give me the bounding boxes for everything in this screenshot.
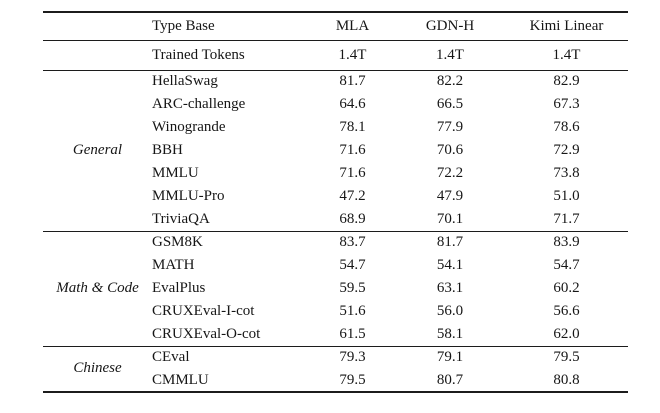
score-cell: 61.5 xyxy=(339,325,366,342)
trained-tokens-value-gdn-h: 1.4T xyxy=(436,46,464,63)
category-column-header-empty xyxy=(43,12,152,40)
category-label-math-code: Math & Code xyxy=(56,280,139,296)
table-row-triviaqa: TriviaQA 68.9 70.1 71.7 xyxy=(43,208,628,231)
score-cell: 60.2 xyxy=(553,280,580,296)
score-cell: 83.7 xyxy=(339,234,366,251)
score-cell: 82.9 xyxy=(553,73,580,90)
benchmark-name: CEval xyxy=(152,349,190,366)
section-math-code: Math & Code GSM8K 83.7 81.7 83.9 MATH 54.7 54.1… xyxy=(43,231,628,346)
cut-off-paragraph-text: are studied. xyxy=(0,0,660,5)
score-cell: 81.7 xyxy=(436,234,464,251)
trained-tokens-label: Trained Tokens xyxy=(152,46,245,63)
column-header-kimi-linear: Kimi Linear xyxy=(529,17,604,34)
score-cell: 71.6 xyxy=(339,165,366,181)
score-cell: 58.1 xyxy=(436,325,464,342)
table-row-mmlu-pro: MMLU-Pro 47.2 47.9 51.0 xyxy=(43,185,628,208)
score-cell: 79.3 xyxy=(339,349,366,366)
category-label-general: General xyxy=(72,142,123,158)
benchmark-name: BBH xyxy=(152,142,183,158)
score-cell: 67.3 xyxy=(553,96,580,112)
benchmark-name: MMLU-Pro xyxy=(152,188,225,204)
score-cell: 59.5 xyxy=(339,280,366,296)
score-cell: 47.2 xyxy=(339,188,366,204)
section-chinese: Chinese CEval 79.3 79.1 79.5 CMMLU 79.5 80.7 80.… xyxy=(43,346,628,392)
table-row-mmlu: MMLU 71.6 72.2 73.8 xyxy=(43,162,628,185)
score-cell: 71.6 xyxy=(339,142,366,158)
score-cell: 77.9 xyxy=(436,119,464,135)
score-cell: 56.0 xyxy=(436,303,464,319)
score-cell: 54.1 xyxy=(436,257,464,273)
score-cell: 51.6 xyxy=(339,303,366,319)
score-cell: 79.5 xyxy=(553,349,580,366)
score-cell: 71.7 xyxy=(553,210,580,227)
benchmark-name: EvalPlus xyxy=(152,280,206,296)
trained-tokens-value-kimi-linear: 1.4T xyxy=(552,46,581,63)
trained-tokens-value-mla: 1.4T xyxy=(338,46,367,63)
table-row-winogrande: Winogrande 78.1 77.9 78.6 xyxy=(43,116,628,139)
score-cell: 79.1 xyxy=(436,349,464,366)
table-row-hellaswag: General HellaSwag 81.7 82.2 82.9 xyxy=(43,70,628,158)
score-cell: 64.6 xyxy=(339,96,366,112)
benchmark-name: GSM8K xyxy=(152,234,203,251)
score-cell: 81.7 xyxy=(339,73,366,90)
score-cell: 62.0 xyxy=(553,325,580,342)
score-cell: 56.6 xyxy=(553,303,580,319)
table-row-arc-challenge: ARC-challenge 64.6 66.5 67.3 xyxy=(43,93,628,116)
score-cell: 80.7 xyxy=(436,371,464,388)
score-cell: 63.1 xyxy=(436,280,464,296)
score-cell: 70.6 xyxy=(436,142,464,158)
benchmark-name: CRUXEval-O-cot xyxy=(152,325,261,342)
table-row-cmmlu: CMMLU 79.5 80.7 80.8 xyxy=(43,369,628,392)
cut-off-paragraph-text-fragment: are studied. xyxy=(1,0,660,5)
score-cell: 51.0 xyxy=(553,188,580,204)
score-cell: 54.7 xyxy=(553,257,580,273)
benchmark-name: CRUXEval-I-cot xyxy=(152,303,255,319)
table-row-gsm8k: Math & Code GSM8K 83.7 81.7 83.9 xyxy=(43,231,628,296)
score-cell: 66.5 xyxy=(436,96,464,112)
column-header-mla: MLA xyxy=(335,17,370,34)
table-row-math: MATH 54.7 54.1 54.7 xyxy=(43,254,628,277)
table-row-bbh: BBH 71.6 70.6 72.9 xyxy=(43,139,628,162)
table-row-evalplus: EvalPlus 59.5 63.1 60.2 xyxy=(43,277,628,300)
benchmark-name: Winogrande xyxy=(152,119,226,135)
benchmark-name: MATH xyxy=(152,257,195,273)
benchmark-name: HellaSwag xyxy=(152,73,218,90)
section-general: General HellaSwag 81.7 82.2 82.9 ARC-challeng… xyxy=(43,70,628,231)
table-row-cruxeval-i-cot: CRUXEval-I-cot 51.6 56.0 56.6 xyxy=(43,300,628,323)
score-cell: 47.9 xyxy=(436,188,464,204)
table-row-cruxeval-o-cot: CRUXEval-O-cot 61.5 58.1 62.0 xyxy=(43,323,628,346)
category-label-chinese: Chinese xyxy=(73,360,122,377)
column-header-type-base: Type Base xyxy=(152,17,215,34)
table-header-row: Type Base MLA GDN-H Kimi Linear xyxy=(43,12,628,40)
score-cell: 54.7 xyxy=(339,257,366,273)
benchmark-results-table: Type Base MLA GDN-H Kimi Linear Trained … xyxy=(43,11,628,393)
score-cell: 73.8 xyxy=(553,165,580,181)
score-cell: 72.2 xyxy=(436,165,464,181)
trained-tokens-row: Trained Tokens 1.4T 1.4T 1.4T xyxy=(43,40,628,70)
score-cell: 78.1 xyxy=(339,119,366,135)
benchmark-name: TriviaQA xyxy=(152,210,210,227)
trained-tokens-category-empty xyxy=(43,40,152,70)
column-header-gdn-h: GDN-H xyxy=(425,17,475,34)
score-cell: 72.9 xyxy=(553,142,580,158)
score-cell: 82.2 xyxy=(436,73,464,90)
score-cell: 68.9 xyxy=(339,210,366,227)
benchmark-name: CMMLU xyxy=(152,371,209,388)
benchmark-name: MMLU xyxy=(152,165,199,181)
score-cell: 78.6 xyxy=(553,119,580,135)
score-cell: 70.1 xyxy=(436,210,464,227)
benchmark-name: ARC-challenge xyxy=(152,96,246,112)
score-cell: 83.9 xyxy=(553,234,580,251)
score-cell: 80.8 xyxy=(553,371,580,388)
score-cell: 79.5 xyxy=(339,371,366,388)
table-row-ceval: Chinese CEval 79.3 79.1 79.5 xyxy=(43,346,628,376)
